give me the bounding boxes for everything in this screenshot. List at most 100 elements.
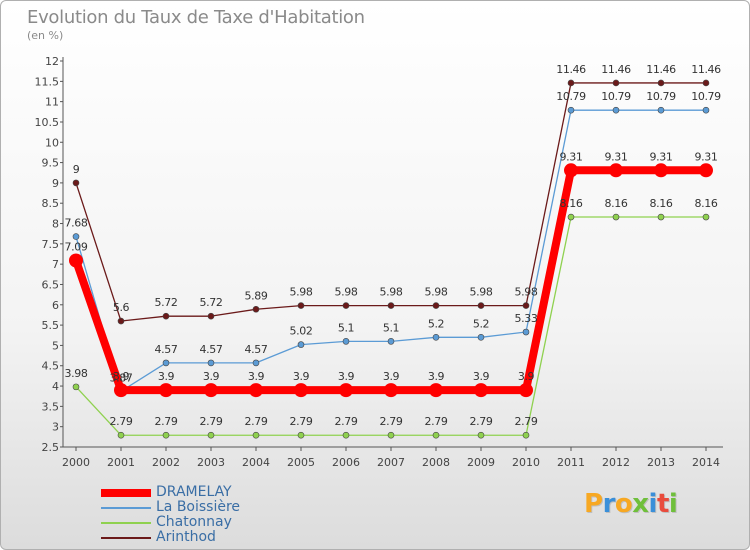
data-point	[72, 179, 80, 187]
data-point	[474, 383, 488, 398]
data-label: 5.6	[113, 301, 130, 314]
data-label: 10.79	[556, 90, 586, 103]
x-tick-label: 2009	[467, 456, 495, 469]
data-label: 5.98	[335, 286, 358, 299]
y-tick-label: 6	[52, 299, 59, 312]
legend-item: DRAMELAY	[101, 484, 301, 500]
y-tick-label: 3.5	[42, 400, 60, 413]
data-label: 5.33	[515, 312, 538, 325]
data-labels: 7.09 3.9 3.9 3.9 3.9 3.9 3.9 3.9 3.9 3.9 3.9 9.31 9.…	[65, 63, 722, 428]
data-point	[612, 213, 620, 221]
data-point	[657, 106, 665, 114]
data-point	[387, 431, 395, 439]
legend-item: Chatonnay	[101, 514, 301, 530]
data-label: 4.57	[155, 343, 178, 356]
data-point	[477, 302, 485, 309]
x-tick-label: 2010	[512, 456, 540, 469]
data-point	[612, 106, 620, 114]
legend-swatch	[101, 537, 151, 539]
legend-item: Arinthod	[101, 529, 301, 545]
logo-letter: i	[648, 489, 658, 519]
data-point	[114, 383, 128, 398]
data-point	[297, 341, 305, 348]
data-point	[249, 383, 263, 398]
x-tick-label: 2002	[152, 456, 180, 469]
data-point	[252, 431, 260, 439]
data-point	[612, 79, 620, 87]
data-label: 3.9	[383, 370, 400, 383]
data-point	[162, 359, 170, 367]
y-tick-label: 12	[45, 55, 59, 68]
data-label: 3.9	[338, 370, 355, 383]
y-tick-label: 4	[52, 380, 59, 393]
legend-label: La Boissière	[156, 499, 241, 515]
data-label: 5.72	[200, 296, 223, 309]
data-label: 3.87	[110, 371, 133, 384]
y-tick-label: 4.5	[42, 360, 60, 373]
y-tick-label: 10.5	[35, 116, 60, 129]
data-label: 4.57	[245, 343, 268, 356]
x-tick-label: 2007	[377, 456, 405, 469]
data-point	[387, 338, 395, 345]
data-point	[567, 213, 575, 221]
x-tick-label: 2012	[602, 456, 630, 469]
data-label: 2.79	[245, 415, 268, 428]
data-point	[702, 213, 710, 221]
y-tick-label: 10	[45, 136, 59, 149]
legend-label: DRAMELAY	[156, 484, 232, 500]
y-tick-label: 5	[52, 339, 59, 352]
data-label: 8.16	[650, 197, 673, 210]
data-label: 2.79	[335, 415, 358, 428]
data-label: 5.98	[515, 286, 538, 299]
data-label: 5.1	[338, 321, 354, 334]
y-tick-label: 9.5	[42, 157, 60, 170]
data-label: 3.98	[65, 367, 88, 380]
data-point	[432, 302, 440, 309]
y-tick-label: 8	[52, 218, 59, 231]
legend-label: Chatonnay	[156, 514, 232, 530]
data-point	[294, 383, 308, 398]
data-point	[522, 302, 530, 309]
data-label: 3.9	[293, 370, 310, 383]
logo-letter: i	[668, 489, 678, 519]
data-label: 11.46	[691, 63, 721, 76]
data-label: 10.79	[601, 90, 631, 103]
data-point	[564, 163, 578, 178]
data-point	[657, 213, 665, 221]
data-point	[342, 338, 350, 345]
data-label: 2.79	[290, 415, 313, 428]
data-point	[207, 359, 215, 367]
data-label: 7.68	[65, 217, 88, 230]
data-point	[204, 383, 218, 398]
data-label: 5.2	[473, 317, 489, 330]
data-label: 3.9	[113, 370, 130, 383]
y-tick-label: 11	[45, 96, 59, 109]
data-point	[72, 233, 80, 240]
data-label: 3.9	[428, 370, 445, 383]
data-label: 9	[73, 163, 80, 176]
data-label: 3.9	[158, 370, 175, 383]
x-tick-label: 2014	[692, 456, 720, 469]
data-point	[162, 312, 170, 320]
data-label: 2.79	[470, 415, 493, 428]
data-point	[252, 359, 260, 367]
data-point	[702, 106, 710, 114]
data-label: 3.9	[203, 370, 220, 383]
logo-letter: r	[602, 489, 616, 519]
data-label: 5.98	[380, 286, 403, 299]
y-tick-label: 3	[52, 421, 59, 434]
data-point	[387, 302, 395, 309]
data-point	[117, 317, 125, 325]
data-point	[699, 163, 713, 178]
logo-letter: P	[584, 489, 603, 519]
data-point	[567, 79, 575, 87]
data-label: 4.57	[200, 343, 223, 356]
data-label: 10.79	[691, 90, 721, 103]
x-tick-label: 2001	[107, 456, 135, 469]
data-point	[522, 431, 530, 439]
logo-letter: o	[614, 489, 633, 519]
data-point	[342, 431, 350, 439]
data-point	[519, 383, 533, 398]
data-label: 5.98	[425, 286, 448, 299]
